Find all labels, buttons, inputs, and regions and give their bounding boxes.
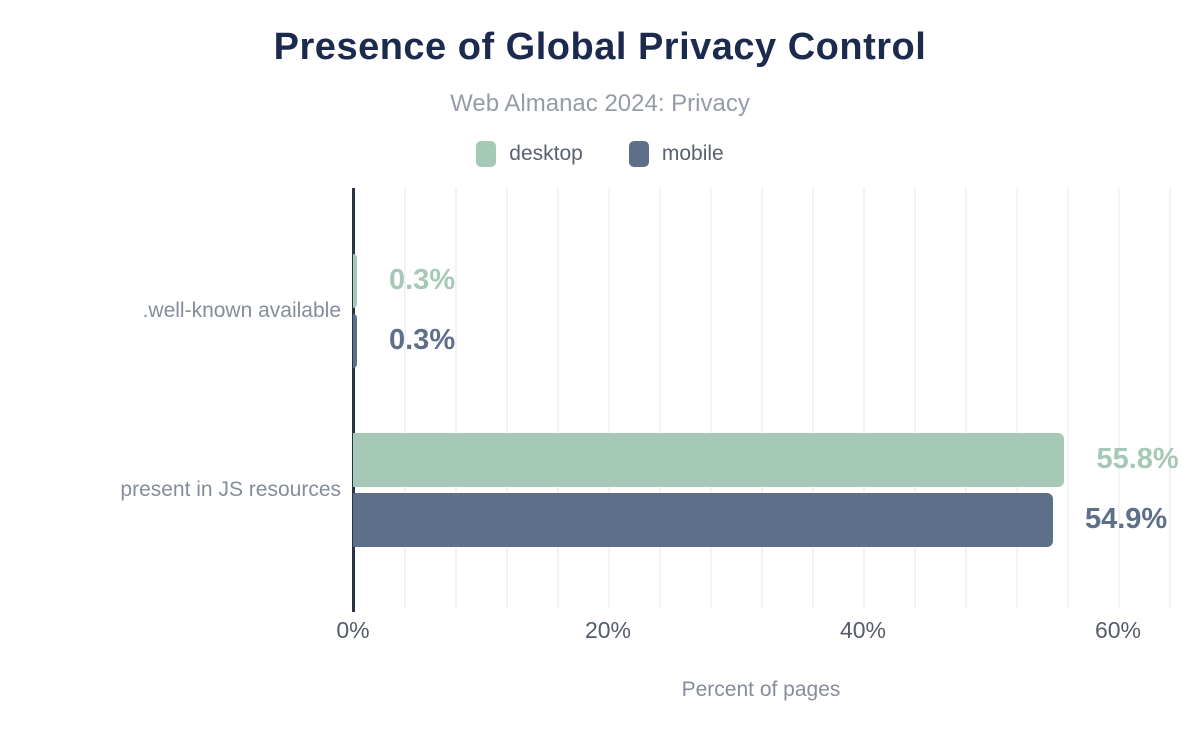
gridline: [1067, 188, 1069, 608]
legend-item-desktop[interactable]: desktop: [476, 141, 583, 167]
x-axis-title: Percent of pages: [681, 678, 841, 701]
x-tick-label: 0%: [336, 617, 370, 643]
gridline: [1169, 188, 1171, 608]
gridline: [710, 188, 712, 608]
gridline: [557, 188, 559, 608]
value-label-mobile: 54.9%: [1084, 502, 1168, 535]
gridline: [812, 188, 814, 608]
y-axis-line: [352, 188, 355, 612]
gridline: [914, 188, 916, 608]
gridline: [863, 188, 865, 608]
legend: desktop mobile: [0, 141, 1200, 167]
chart-title: Presence of Global Privacy Control: [273, 26, 927, 68]
gridline: [608, 188, 610, 608]
bar-mobile: [353, 493, 1053, 547]
category-label: .well-known available: [142, 299, 341, 322]
gridline: [404, 188, 406, 608]
gridline: [1118, 188, 1120, 608]
category-label: present in JS resources: [120, 478, 341, 501]
gridline: [659, 188, 661, 608]
x-tick-label: 60%: [1094, 617, 1142, 643]
value-label-mobile: 0.3%: [389, 323, 456, 356]
gridline: [965, 188, 967, 608]
desktop-swatch-icon: [476, 141, 497, 167]
legend-label-desktop: desktop: [509, 142, 583, 165]
gridline: [1016, 188, 1018, 608]
bar-desktop: [353, 433, 1065, 487]
bar-desktop: [353, 254, 357, 308]
gridline: [761, 188, 763, 608]
legend-label-mobile: mobile: [661, 142, 724, 165]
x-tick-label: 40%: [839, 617, 887, 643]
gridline: [455, 188, 457, 608]
mobile-swatch-icon: [628, 141, 649, 167]
legend-item-mobile[interactable]: mobile: [628, 141, 724, 167]
bar-mobile: [353, 314, 357, 368]
gridline: [506, 188, 508, 608]
value-label-desktop: 0.3%: [389, 263, 456, 296]
x-tick-label: 20%: [584, 617, 632, 643]
value-label-desktop: 55.8%: [1096, 442, 1179, 475]
chart-subtitle: Web Almanac 2024: Privacy: [450, 90, 750, 117]
